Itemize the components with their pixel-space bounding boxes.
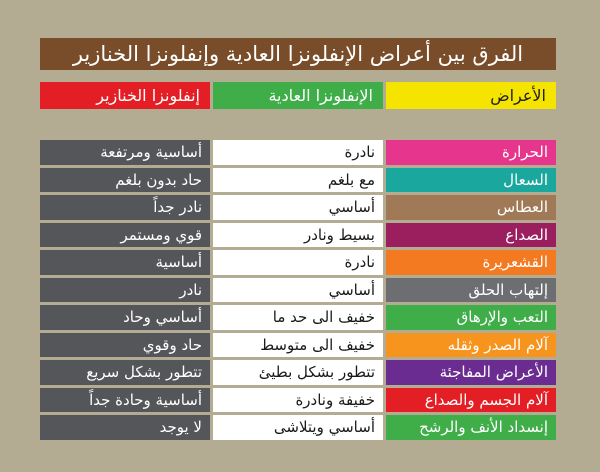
normal-flu-cell: خفيفة ونادرة bbox=[213, 387, 383, 412]
swine-flu-cell: نادر bbox=[40, 277, 210, 302]
table-header: الأعراض الإنفلونزا العادية إنفلونزا الخن… bbox=[40, 82, 556, 109]
comparison-table: الحرارة نادرة أساسية ومرتفعة السعال مع بلغم ح… bbox=[40, 140, 556, 443]
swine-flu-cell: حاد وقوي bbox=[40, 332, 210, 357]
symptom-cell: آلام الجسم والصداع bbox=[386, 387, 556, 412]
symptom-cell: القشعريرة bbox=[386, 250, 556, 275]
normal-flu-cell: أساسي ويتلاشى bbox=[213, 415, 383, 440]
header-symptoms: الأعراض bbox=[386, 82, 556, 109]
table-row: الصداع بسيط ونادر قوي ومستمر bbox=[40, 222, 556, 247]
table-row: السعال مع بلغم حاد بدون بلغم bbox=[40, 167, 556, 192]
symptom-cell: التعب والإرهاق bbox=[386, 305, 556, 330]
symptom-cell: السعال bbox=[386, 167, 556, 192]
table-row: الأعراض المفاجئة تتطور بشكل بطيئ تتطور بشك… bbox=[40, 360, 556, 385]
normal-flu-cell: أساسي bbox=[213, 277, 383, 302]
swine-flu-cell: حاد بدون بلغم bbox=[40, 167, 210, 192]
table-row: آلام الصدر وثقله خفيف الى متوسط حاد وقوي bbox=[40, 332, 556, 357]
table-row: إنسداد الأنف والرشح أساسي ويتلاشى لا يوجد bbox=[40, 415, 556, 440]
normal-flu-cell: نادرة bbox=[213, 140, 383, 165]
table-row: التعب والإرهاق خفيف الى حد ما أساسي وحاد bbox=[40, 305, 556, 330]
swine-flu-cell: أساسية ومرتفعة bbox=[40, 140, 210, 165]
swine-flu-cell: أساسي وحاد bbox=[40, 305, 210, 330]
normal-flu-cell: خفيف الى حد ما bbox=[213, 305, 383, 330]
symptom-cell: الحرارة bbox=[386, 140, 556, 165]
symptom-cell: إلتهاب الحلق bbox=[386, 277, 556, 302]
table-row: العطاس أساسي نادر جداً bbox=[40, 195, 556, 220]
normal-flu-cell: بسيط ونادر bbox=[213, 222, 383, 247]
swine-flu-cell: قوي ومستمر bbox=[40, 222, 210, 247]
page-title: الفرق بين أعراض الإنفلونزا العادية وإنفل… bbox=[40, 38, 556, 70]
symptom-cell: الصداع bbox=[386, 222, 556, 247]
normal-flu-cell: مع بلغم bbox=[213, 167, 383, 192]
table-row: إلتهاب الحلق أساسي نادر bbox=[40, 277, 556, 302]
symptom-cell: آلام الصدر وثقله bbox=[386, 332, 556, 357]
symptom-cell: العطاس bbox=[386, 195, 556, 220]
normal-flu-cell: أساسي bbox=[213, 195, 383, 220]
table-row: القشعريرة نادرة أساسية bbox=[40, 250, 556, 275]
table-row: الحرارة نادرة أساسية ومرتفعة bbox=[40, 140, 556, 165]
normal-flu-cell: خفيف الى متوسط bbox=[213, 332, 383, 357]
swine-flu-cell: أساسية bbox=[40, 250, 210, 275]
swine-flu-cell: تتطور بشكل سريع bbox=[40, 360, 210, 385]
symptom-cell: إنسداد الأنف والرشح bbox=[386, 415, 556, 440]
header-normal-flu: الإنفلونزا العادية bbox=[213, 82, 383, 109]
symptom-cell: الأعراض المفاجئة bbox=[386, 360, 556, 385]
swine-flu-cell: أساسية وحادة جداً bbox=[40, 387, 210, 412]
header-swine-flu: إنفلونزا الخنازير bbox=[40, 82, 210, 109]
swine-flu-cell: نادر جداً bbox=[40, 195, 210, 220]
normal-flu-cell: نادرة bbox=[213, 250, 383, 275]
swine-flu-cell: لا يوجد bbox=[40, 415, 210, 440]
table-row: آلام الجسم والصداع خفيفة ونادرة أساسية وحا… bbox=[40, 387, 556, 412]
normal-flu-cell: تتطور بشكل بطيئ bbox=[213, 360, 383, 385]
